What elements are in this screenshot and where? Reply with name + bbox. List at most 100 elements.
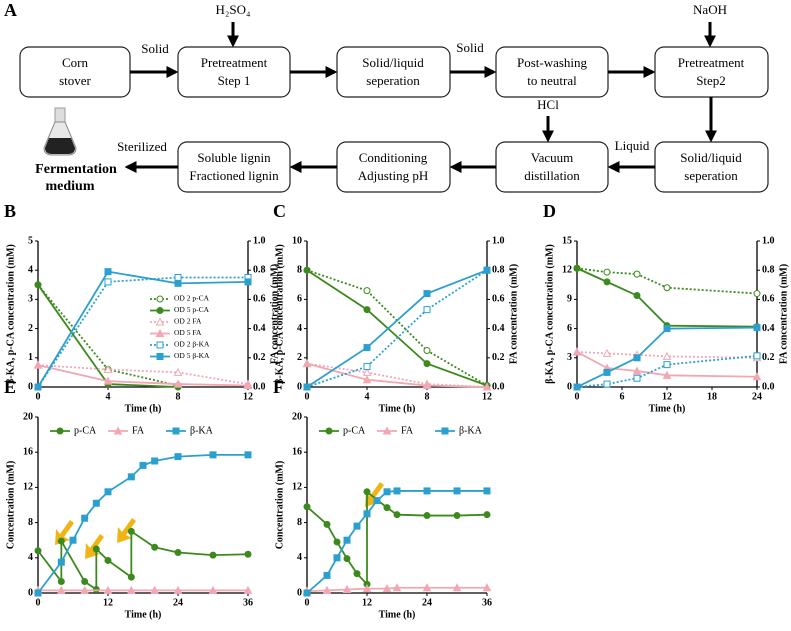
y2-tick-label: 0.8: [762, 264, 775, 275]
point: [353, 570, 361, 578]
node-text: Corn: [62, 55, 89, 70]
legend-marker: [382, 426, 392, 435]
node-text: seperation: [366, 73, 420, 88]
y2-tick-label: 0.0: [253, 381, 266, 392]
y-tick-label: 16: [292, 446, 302, 457]
point: [382, 584, 392, 593]
node-text: Step 1: [218, 73, 251, 88]
series-line: [306, 269, 488, 388]
point: [103, 376, 113, 385]
point: [174, 549, 182, 557]
y2-tick-label: 1.0: [492, 235, 505, 246]
series-line: [37, 276, 248, 388]
legend: p-CA FA β-KA: [50, 425, 214, 436]
legend-label: p-CA: [74, 425, 97, 436]
y-tick-label: 8: [28, 517, 33, 528]
point: [343, 555, 351, 563]
legend-marker: [113, 426, 123, 435]
series-line: [37, 270, 249, 388]
point: [174, 279, 182, 287]
x-axis-title: Time (h): [379, 609, 416, 620]
point: [393, 511, 401, 519]
point: [34, 383, 42, 391]
y-tick-label: 0: [28, 381, 33, 392]
y-axis-title: Concentration (mM): [274, 461, 285, 550]
edge-label: Solid: [456, 40, 484, 55]
point: [303, 503, 311, 511]
point: [662, 370, 672, 379]
legend: OD 2 p-CA OD 5 p-CA OD 2 FA OD 5 FA OD 2 β-K…: [150, 294, 210, 360]
point: [603, 278, 611, 286]
output-label: Fermentation: [35, 162, 117, 177]
y-tick-label: 0: [567, 381, 572, 392]
point: [422, 380, 432, 390]
y-tick-label: 0: [28, 587, 33, 598]
edge-label: Liquid: [615, 138, 650, 153]
series-line: [306, 269, 488, 388]
node-text: Vacuum: [531, 150, 574, 165]
node-text: Adjusting pH: [358, 168, 428, 183]
y2-tick-label: 0.4: [492, 323, 505, 334]
point: [662, 351, 672, 360]
x-tick-label: 12: [243, 391, 253, 402]
y-tick-label: 4: [28, 552, 33, 563]
point: [243, 380, 253, 390]
point: [633, 270, 641, 278]
point: [139, 461, 147, 469]
x-tick-label: 36: [243, 597, 253, 608]
point: [126, 585, 136, 594]
point: [602, 348, 612, 357]
node-text: distillation: [524, 168, 580, 183]
point: [303, 266, 311, 274]
point: [34, 547, 42, 555]
panel-label: B: [4, 201, 16, 221]
y2-axis-title: FA concentration (mM): [269, 264, 280, 364]
y-tick-label: 3: [567, 352, 572, 363]
point: [104, 556, 112, 564]
point: [423, 347, 431, 354]
point: [104, 278, 112, 286]
point: [362, 375, 372, 384]
y2-tick-label: 1.0: [762, 235, 775, 246]
y2-tick-label: 0.2: [762, 352, 775, 363]
legend-label: OD 2 p-CA: [174, 294, 210, 303]
y-axis-title: β-KA, p-CA concentration (mM): [274, 244, 285, 384]
legend-label: OD 2 β-KA: [174, 340, 210, 349]
point: [363, 306, 371, 314]
y-tick-label: 8: [297, 264, 302, 275]
legend-label: OD 5 β-KA: [174, 351, 210, 360]
point: [103, 585, 113, 594]
legend-marker: [156, 341, 164, 349]
y2-tick-label: 0.4: [253, 323, 266, 334]
point: [753, 290, 761, 298]
x-tick-label: 24: [173, 597, 183, 608]
series-line: [37, 453, 248, 594]
y-axis-title: β-KA, p-CA concentration (mM): [544, 244, 555, 384]
x-axis-title: Time (h): [125, 403, 162, 414]
point: [92, 499, 100, 507]
y2-axis-title: FA concentration (mM): [508, 264, 519, 364]
legend-label: FA: [132, 425, 145, 436]
point: [383, 504, 391, 512]
flow-diagram: A Corn stover Pretreatment Step 1 Solid/…: [4, 0, 769, 194]
node-text: Post-washing: [517, 55, 588, 70]
y2-tick-label: 0.8: [492, 264, 505, 275]
point: [423, 360, 431, 368]
x-tick-label: 8: [176, 391, 181, 402]
point: [452, 583, 462, 592]
x-tick-label: 12: [662, 391, 672, 402]
panel-label: D: [543, 201, 556, 221]
y2-tick-label: 0.4: [762, 323, 775, 334]
point: [453, 487, 461, 495]
x-tick-label: 0: [305, 597, 310, 608]
node-text: Pretreatment: [678, 55, 745, 70]
y-tick-label: 0: [297, 381, 302, 392]
x-tick-label: 12: [362, 597, 372, 608]
legend-label: OD 5 FA: [174, 328, 202, 337]
point: [333, 538, 341, 546]
y-tick-label: 3: [28, 294, 33, 305]
point: [244, 451, 252, 459]
series-line: [37, 364, 249, 387]
y2-tick-label: 0.6: [762, 294, 775, 305]
x-tick-label: 6: [620, 391, 625, 402]
